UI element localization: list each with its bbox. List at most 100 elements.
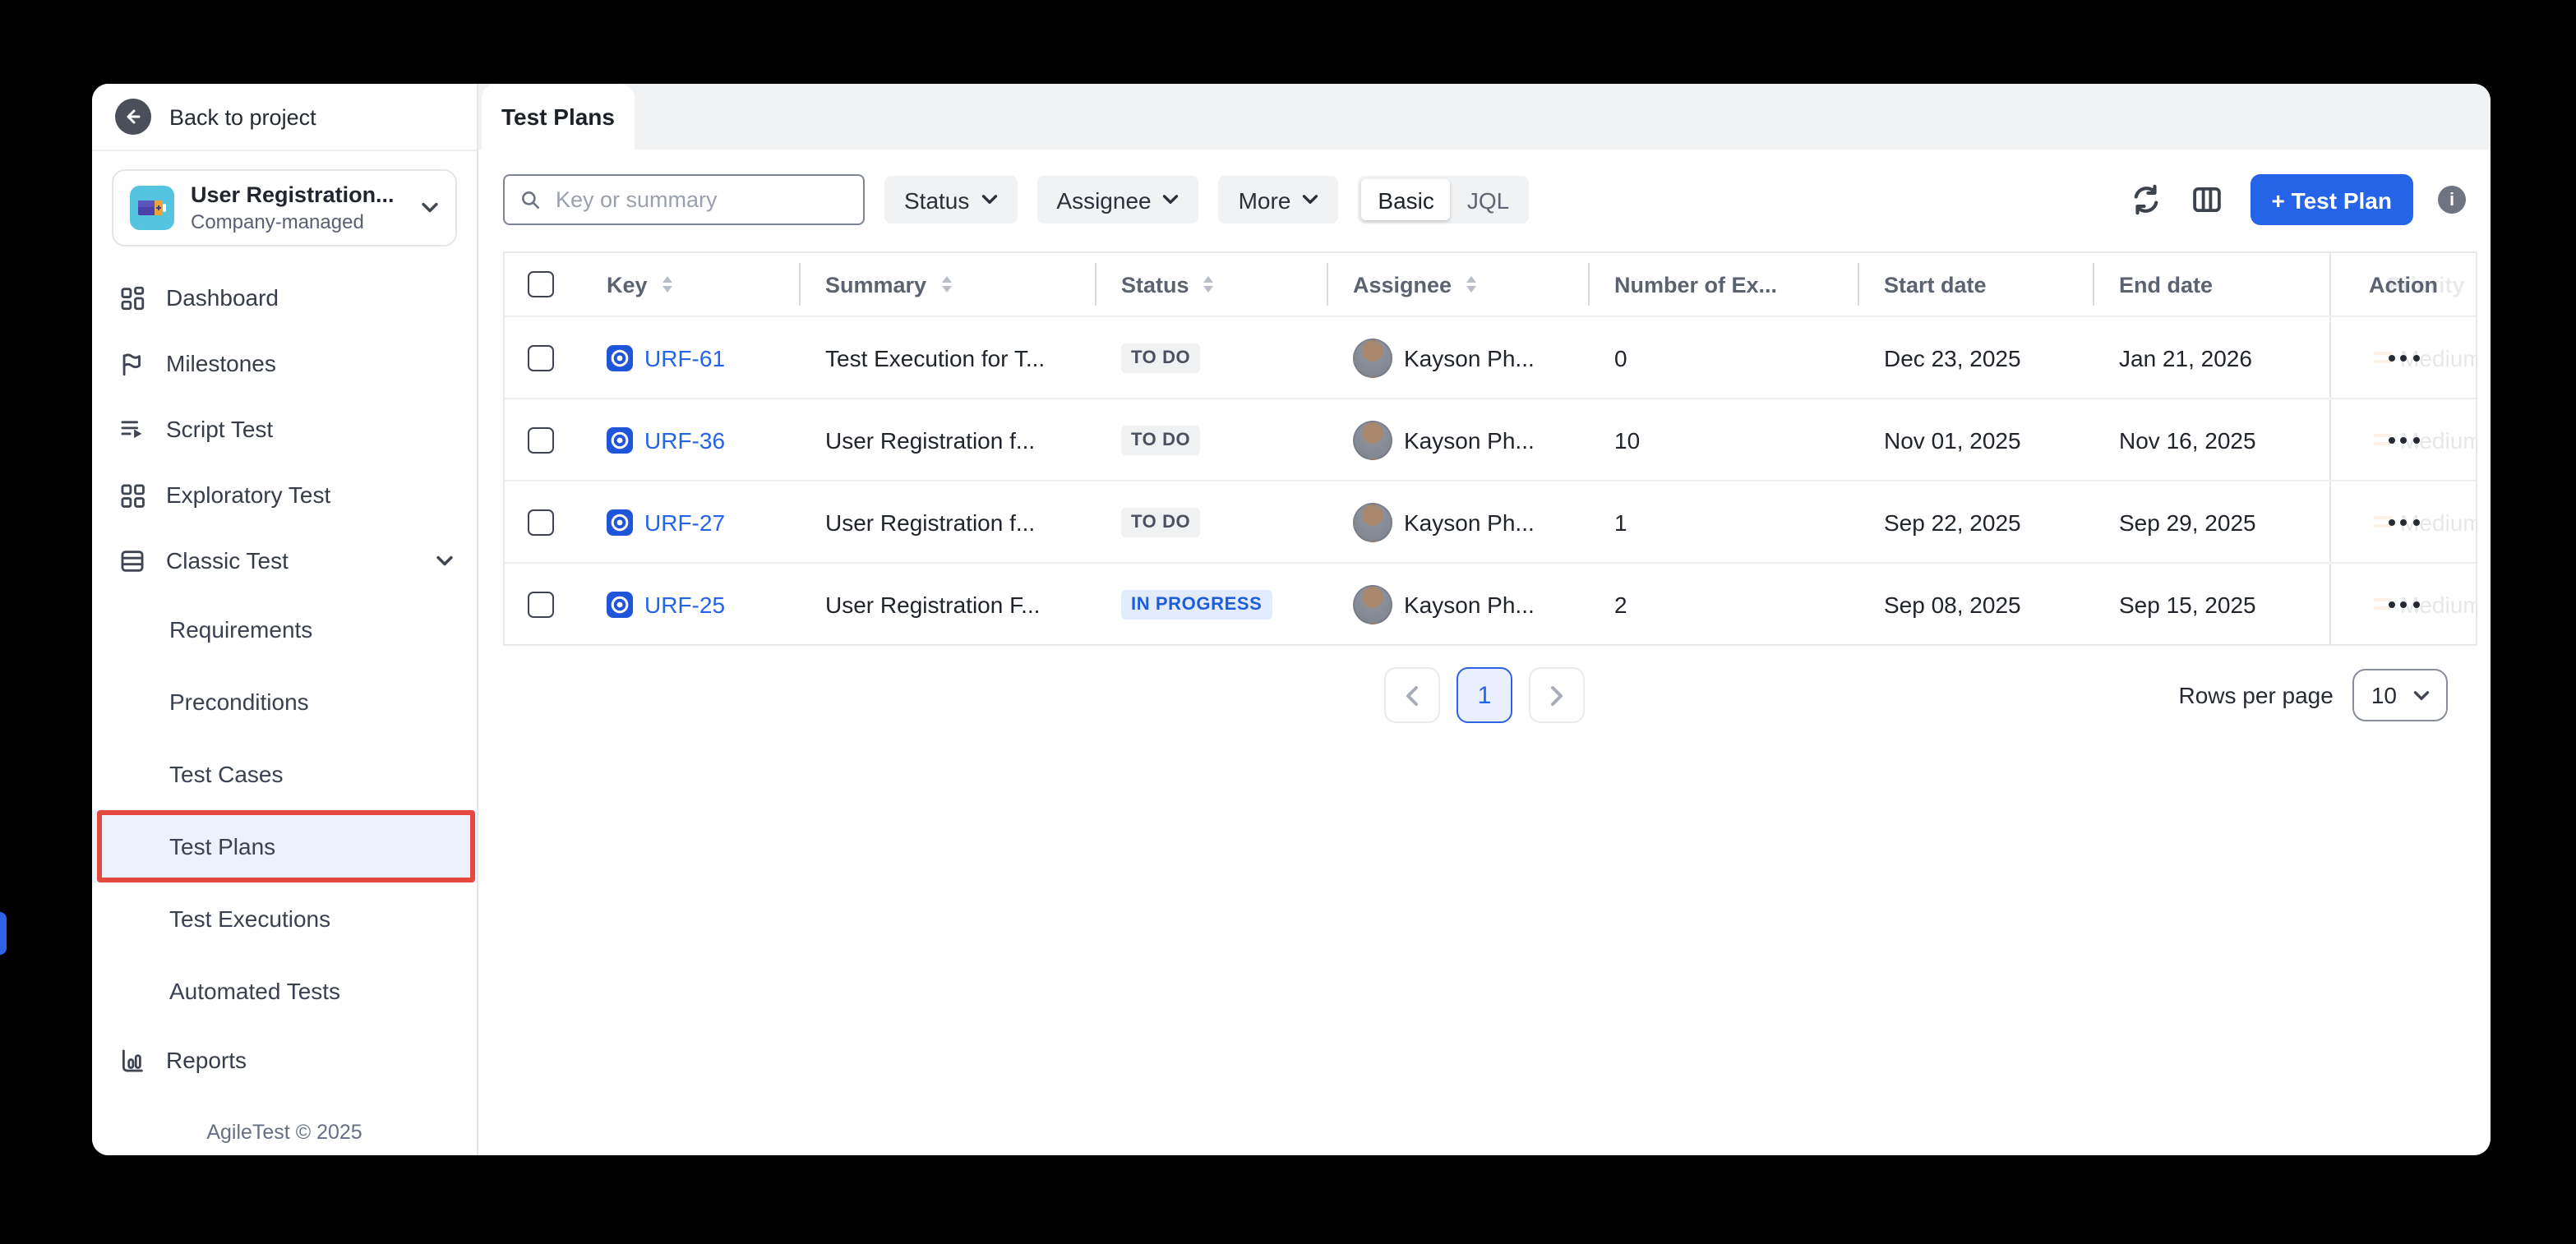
sidebar-item-exploratory-test[interactable]: Exploratory Test	[92, 462, 477, 528]
search-box	[503, 174, 865, 225]
ghost-priority-header: Priority	[2387, 272, 2465, 297]
select-all-checkbox[interactable]	[528, 271, 554, 297]
priority-medium-icon	[2374, 433, 2392, 446]
sidebar-item-label: Exploratory Test	[166, 481, 331, 508]
sidebar-item-test-plans[interactable]: Test Plans	[92, 810, 477, 882]
sidebar-item-reports[interactable]: Reports	[92, 1027, 477, 1093]
test-plan-type-icon	[607, 426, 633, 453]
test-plan-type-icon	[607, 344, 633, 371]
row-checkbox[interactable]	[528, 426, 554, 453]
sidebar-item-script-test[interactable]: Script Test	[92, 396, 477, 462]
column-header-assignee[interactable]: Assignee	[1327, 253, 1588, 316]
column-header-key[interactable]: Key	[580, 253, 799, 316]
chevron-down-icon	[981, 195, 997, 204]
row-actions-button[interactable]	[2388, 436, 2419, 443]
row-actions-button[interactable]	[2388, 518, 2419, 525]
column-header-end-date[interactable]: End date	[2093, 253, 2329, 316]
back-arrow-icon	[115, 99, 151, 135]
sidebar-item-label: Test Executions	[169, 905, 331, 932]
issue-key-link[interactable]: URF-27	[644, 509, 726, 535]
row-actions-button[interactable]	[2388, 354, 2419, 361]
sort-icon	[941, 275, 952, 293]
row-checkbox[interactable]	[528, 509, 554, 535]
status-badge[interactable]: TO DO	[1121, 425, 1201, 454]
sidebar-item-label: Test Cases	[169, 761, 284, 787]
tab-strip: Test Plans	[478, 84, 2491, 150]
tab-test-plans[interactable]: Test Plans	[482, 84, 635, 150]
back-to-project-button[interactable]: Back to project	[92, 84, 477, 151]
column-header-status[interactable]: Status	[1095, 253, 1327, 316]
summary-cell[interactable]: User Registration f...	[825, 426, 1036, 453]
columns-button[interactable]	[2189, 182, 2225, 218]
mode-jql-button[interactable]: JQL	[1466, 187, 1510, 213]
column-header-executions[interactable]: Number of Ex...	[1588, 253, 1858, 316]
assignee-filter-button[interactable]: Assignee	[1036, 176, 1199, 223]
main-panel: Test Plans Status Assignee More	[478, 84, 2491, 1155]
row-checkbox[interactable]	[528, 344, 554, 371]
sidebar-item-label: Automated Tests	[169, 978, 341, 1004]
sidebar-item-classic-test[interactable]: Classic Test	[92, 528, 477, 593]
column-header-start-date[interactable]: Start date	[1858, 253, 2093, 316]
sidebar-item-automated-tests[interactable]: Automated Tests	[92, 955, 477, 1027]
project-selector[interactable]: User Registration... Company-managed	[112, 169, 457, 246]
mode-basic-button[interactable]: Basic	[1361, 179, 1451, 220]
info-icon[interactable]: i	[2438, 186, 2466, 214]
summary-cell[interactable]: User Registration f...	[825, 509, 1036, 535]
refresh-button[interactable]	[2128, 182, 2164, 218]
end-date: Nov 16, 2025	[2119, 426, 2256, 453]
start-date: Sep 22, 2025	[1884, 509, 2021, 535]
column-header-action: Priority Action	[2329, 253, 2476, 316]
page-number-button[interactable]: 1	[1457, 667, 1512, 723]
sidebar-item-requirements[interactable]: Requirements	[92, 593, 477, 666]
create-test-plan-button[interactable]: + Test Plan	[2250, 174, 2413, 225]
sidebar-item-dashboard[interactable]: Dashboard	[92, 265, 477, 330]
table-row: URF-61 Test Execution for T... TO DO Kay…	[505, 316, 2476, 398]
issue-key-link[interactable]: URF-25	[644, 591, 726, 617]
sort-icon	[1203, 275, 1214, 293]
summary-cell[interactable]: User Registration F...	[825, 591, 1041, 617]
search-input[interactable]	[552, 186, 848, 214]
rows-per-page-select[interactable]: 10	[2352, 669, 2448, 721]
app-footer: AgileTest © 2025	[206, 1121, 362, 1144]
sort-icon	[1466, 275, 1477, 293]
sidebar-item-preconditions[interactable]: Preconditions	[92, 666, 477, 738]
more-filter-button[interactable]: More	[1218, 176, 1339, 223]
back-to-project-label: Back to project	[169, 104, 316, 129]
table-row: URF-25 User Registration F... IN PROGRES…	[505, 562, 2476, 644]
sidebar-item-label: Test Plans	[169, 833, 276, 859]
table-row: URF-27 User Registration f... TO DO Kays…	[505, 480, 2476, 562]
toolbar: Status Assignee More Basic JQL	[478, 150, 2491, 225]
rows-per-page-label: Rows per page	[2178, 682, 2334, 708]
query-mode-toggle: Basic JQL	[1358, 176, 1530, 223]
flag-icon	[118, 349, 146, 377]
status-badge[interactable]: TO DO	[1121, 343, 1201, 372]
column-header-summary[interactable]: Summary	[799, 253, 1095, 316]
table-row: URF-36 User Registration f... TO DO Kays…	[505, 398, 2476, 480]
row-checkbox[interactable]	[528, 591, 554, 617]
sidebar-item-test-executions[interactable]: Test Executions	[92, 882, 477, 955]
pagination-bar: 1 Rows per page 10	[478, 667, 2491, 723]
grid-icon	[118, 481, 146, 509]
sidebar-item-milestones[interactable]: Milestones	[92, 330, 477, 396]
sidebar-item-label: Milestones	[166, 350, 276, 376]
sidebar: Back to project User Registration... Com…	[92, 84, 478, 1155]
issue-key-link[interactable]: URF-36	[644, 426, 726, 453]
summary-cell[interactable]: Test Execution for T...	[825, 344, 1046, 371]
assignee-name: Kayson Ph...	[1404, 344, 1535, 371]
refresh-icon	[2135, 184, 2158, 215]
row-actions-button[interactable]	[2388, 601, 2419, 607]
sidebar-item-label: Preconditions	[169, 689, 309, 715]
status-badge[interactable]: IN PROGRESS	[1121, 589, 1272, 619]
status-filter-button[interactable]: Status	[884, 176, 1018, 223]
next-page-button[interactable]	[1529, 667, 1585, 723]
test-plans-table: Key Summary Status Assignee	[503, 251, 2477, 646]
executions-count: 10	[1614, 426, 1641, 453]
sidebar-item-test-cases[interactable]: Test Cases	[92, 738, 477, 810]
priority-medium-icon	[2374, 597, 2392, 610]
prev-page-button[interactable]	[1384, 667, 1440, 723]
issue-key-link[interactable]: URF-61	[644, 344, 726, 371]
status-badge[interactable]: TO DO	[1121, 507, 1201, 537]
start-date: Nov 01, 2025	[1884, 426, 2021, 453]
executions-count: 2	[1614, 591, 1627, 617]
